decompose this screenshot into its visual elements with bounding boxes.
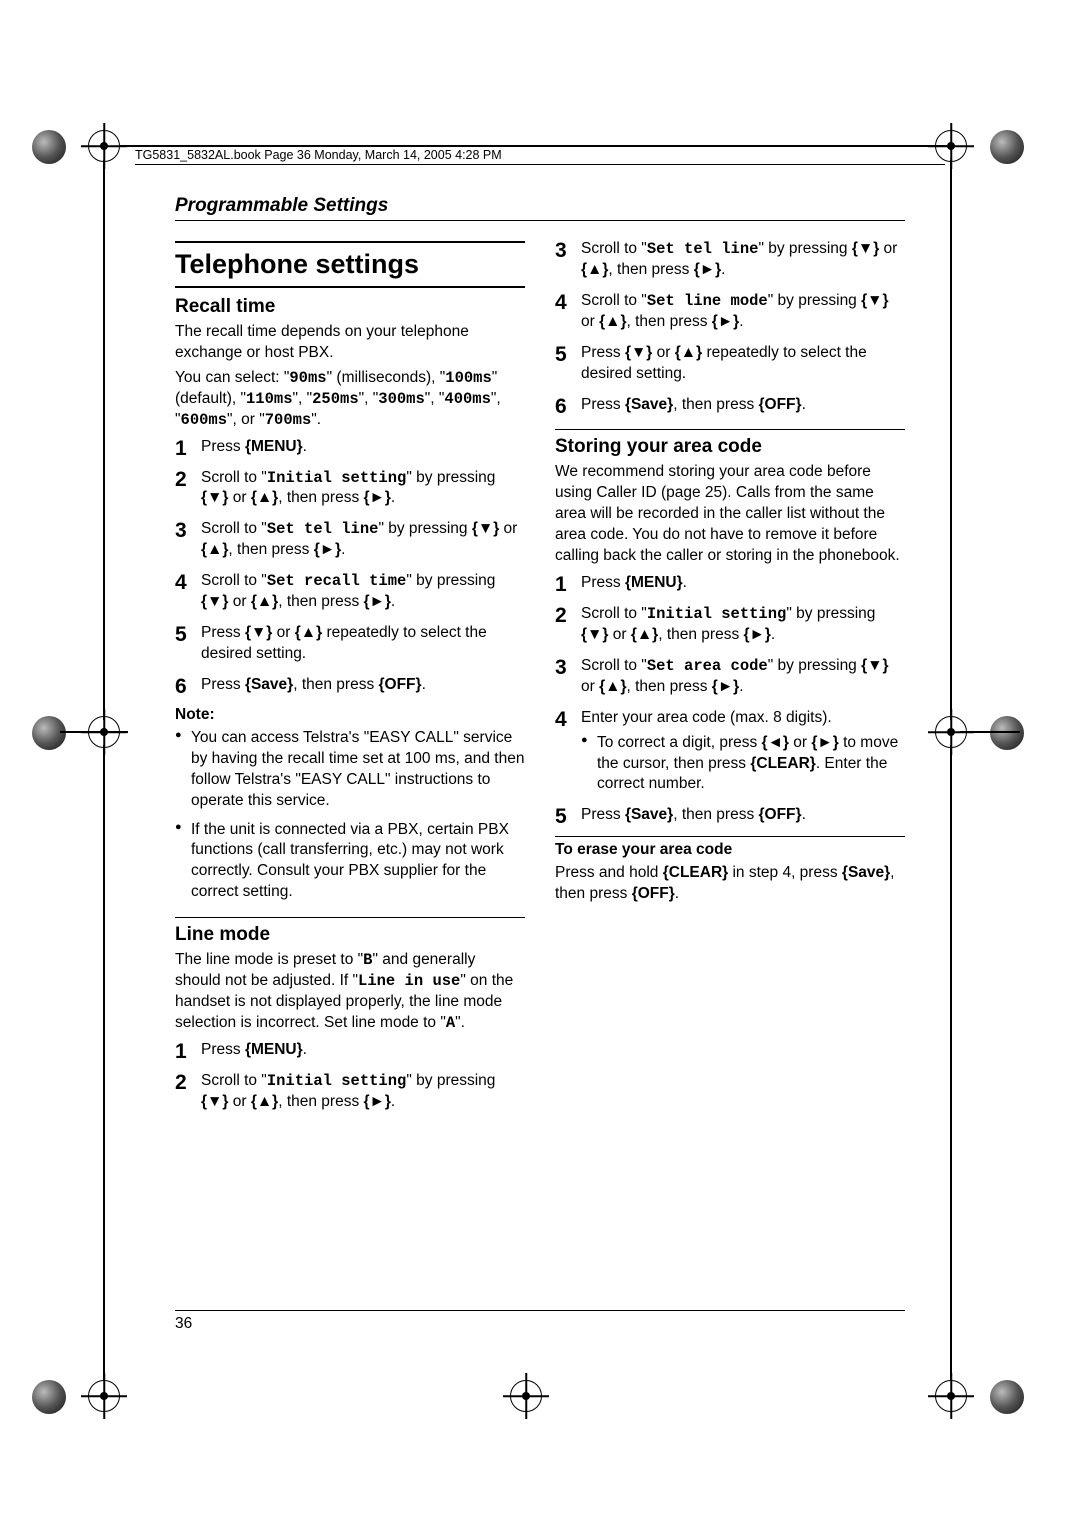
reg-ball — [990, 130, 1024, 164]
reg-mark — [935, 1380, 967, 1412]
left-column: Telephone settings Recall time The recal… — [175, 233, 525, 1123]
reg-ball — [990, 716, 1024, 750]
recall-steps: Press {MENU}. Scroll to "Initial setting"… — [175, 437, 525, 696]
note-label: Note: — [175, 706, 525, 724]
step: Scroll to "Set line mode" by pressing {▼… — [555, 291, 905, 333]
page-number: 36 — [175, 1310, 905, 1333]
page-title: Telephone settings — [175, 241, 525, 288]
step: Press {MENU}. — [175, 437, 525, 458]
step: Press {▼} or {▲} repeatedly to select th… — [555, 343, 905, 385]
reg-ball — [32, 1380, 66, 1414]
page-content: Programmable Settings Telephone settings… — [175, 195, 905, 1123]
step: Press {Save}, then press {OFF}. — [175, 675, 525, 696]
sub-step: To correct a digit, press {◄} or {►} to … — [581, 733, 905, 796]
linemode-steps-left: Press {MENU}. Scroll to "Initial setting"… — [175, 1040, 525, 1113]
areacode-steps: Press {MENU}. Scroll to "Initial setting"… — [555, 573, 905, 826]
recall-heading: Recall time — [175, 296, 525, 318]
section-label: Programmable Settings — [175, 195, 905, 221]
step: Scroll to "Set tel line" by pressing {▼}… — [555, 239, 905, 281]
reg-mark — [88, 1380, 120, 1412]
reg-ball — [32, 130, 66, 164]
note-item: You can access Telstra's "EASY CALL" ser… — [175, 728, 525, 812]
areacode-heading: Storing your area code — [555, 429, 905, 458]
erase-body: Press and hold {CLEAR} in step 4, press … — [555, 863, 905, 905]
book-header: TG5831_5832AL.book Page 36 Monday, March… — [135, 148, 945, 165]
areacode-intro: We recommend storing your area code befo… — [555, 462, 905, 567]
note-item: If the unit is connected via a PBX, cert… — [175, 820, 525, 904]
step: Press {MENU}. — [175, 1040, 525, 1061]
step: Scroll to "Initial setting" by pressing … — [555, 604, 905, 646]
reg-ball — [32, 716, 66, 750]
linemode-steps-right: Scroll to "Set tel line" by pressing {▼}… — [555, 239, 905, 415]
step: Scroll to "Set recall time" by pressing … — [175, 571, 525, 613]
step: Scroll to "Initial setting" by pressing … — [175, 1071, 525, 1113]
step: Press {MENU}. — [555, 573, 905, 594]
reg-mark — [510, 1380, 542, 1412]
recall-notes: You can access Telstra's "EASY CALL" ser… — [175, 728, 525, 903]
step: Scroll to "Initial setting" by pressing … — [175, 468, 525, 510]
step: Scroll to "Set area code" by pressing {▼… — [555, 656, 905, 698]
right-column: Scroll to "Set tel line" by pressing {▼}… — [555, 233, 905, 1123]
linemode-heading: Line mode — [175, 917, 525, 946]
reg-mark — [88, 130, 120, 162]
recall-intro1: The recall time depends on your telephon… — [175, 322, 525, 364]
step: Enter your area code (max. 8 digits).To … — [555, 708, 905, 796]
step: Press {▼} or {▲} repeatedly to select th… — [175, 623, 525, 665]
step: Press {Save}, then press {OFF}. — [555, 805, 905, 826]
linemode-intro: The line mode is preset to "B" and gener… — [175, 950, 525, 1034]
reg-ball — [990, 1380, 1024, 1414]
step: Scroll to "Set tel line" by pressing {▼}… — [175, 519, 525, 561]
recall-intro2: You can select: "90ms" (milliseconds), "… — [175, 368, 525, 431]
erase-heading: To erase your area code — [555, 841, 905, 859]
step: Press {Save}, then press {OFF}. — [555, 395, 905, 416]
